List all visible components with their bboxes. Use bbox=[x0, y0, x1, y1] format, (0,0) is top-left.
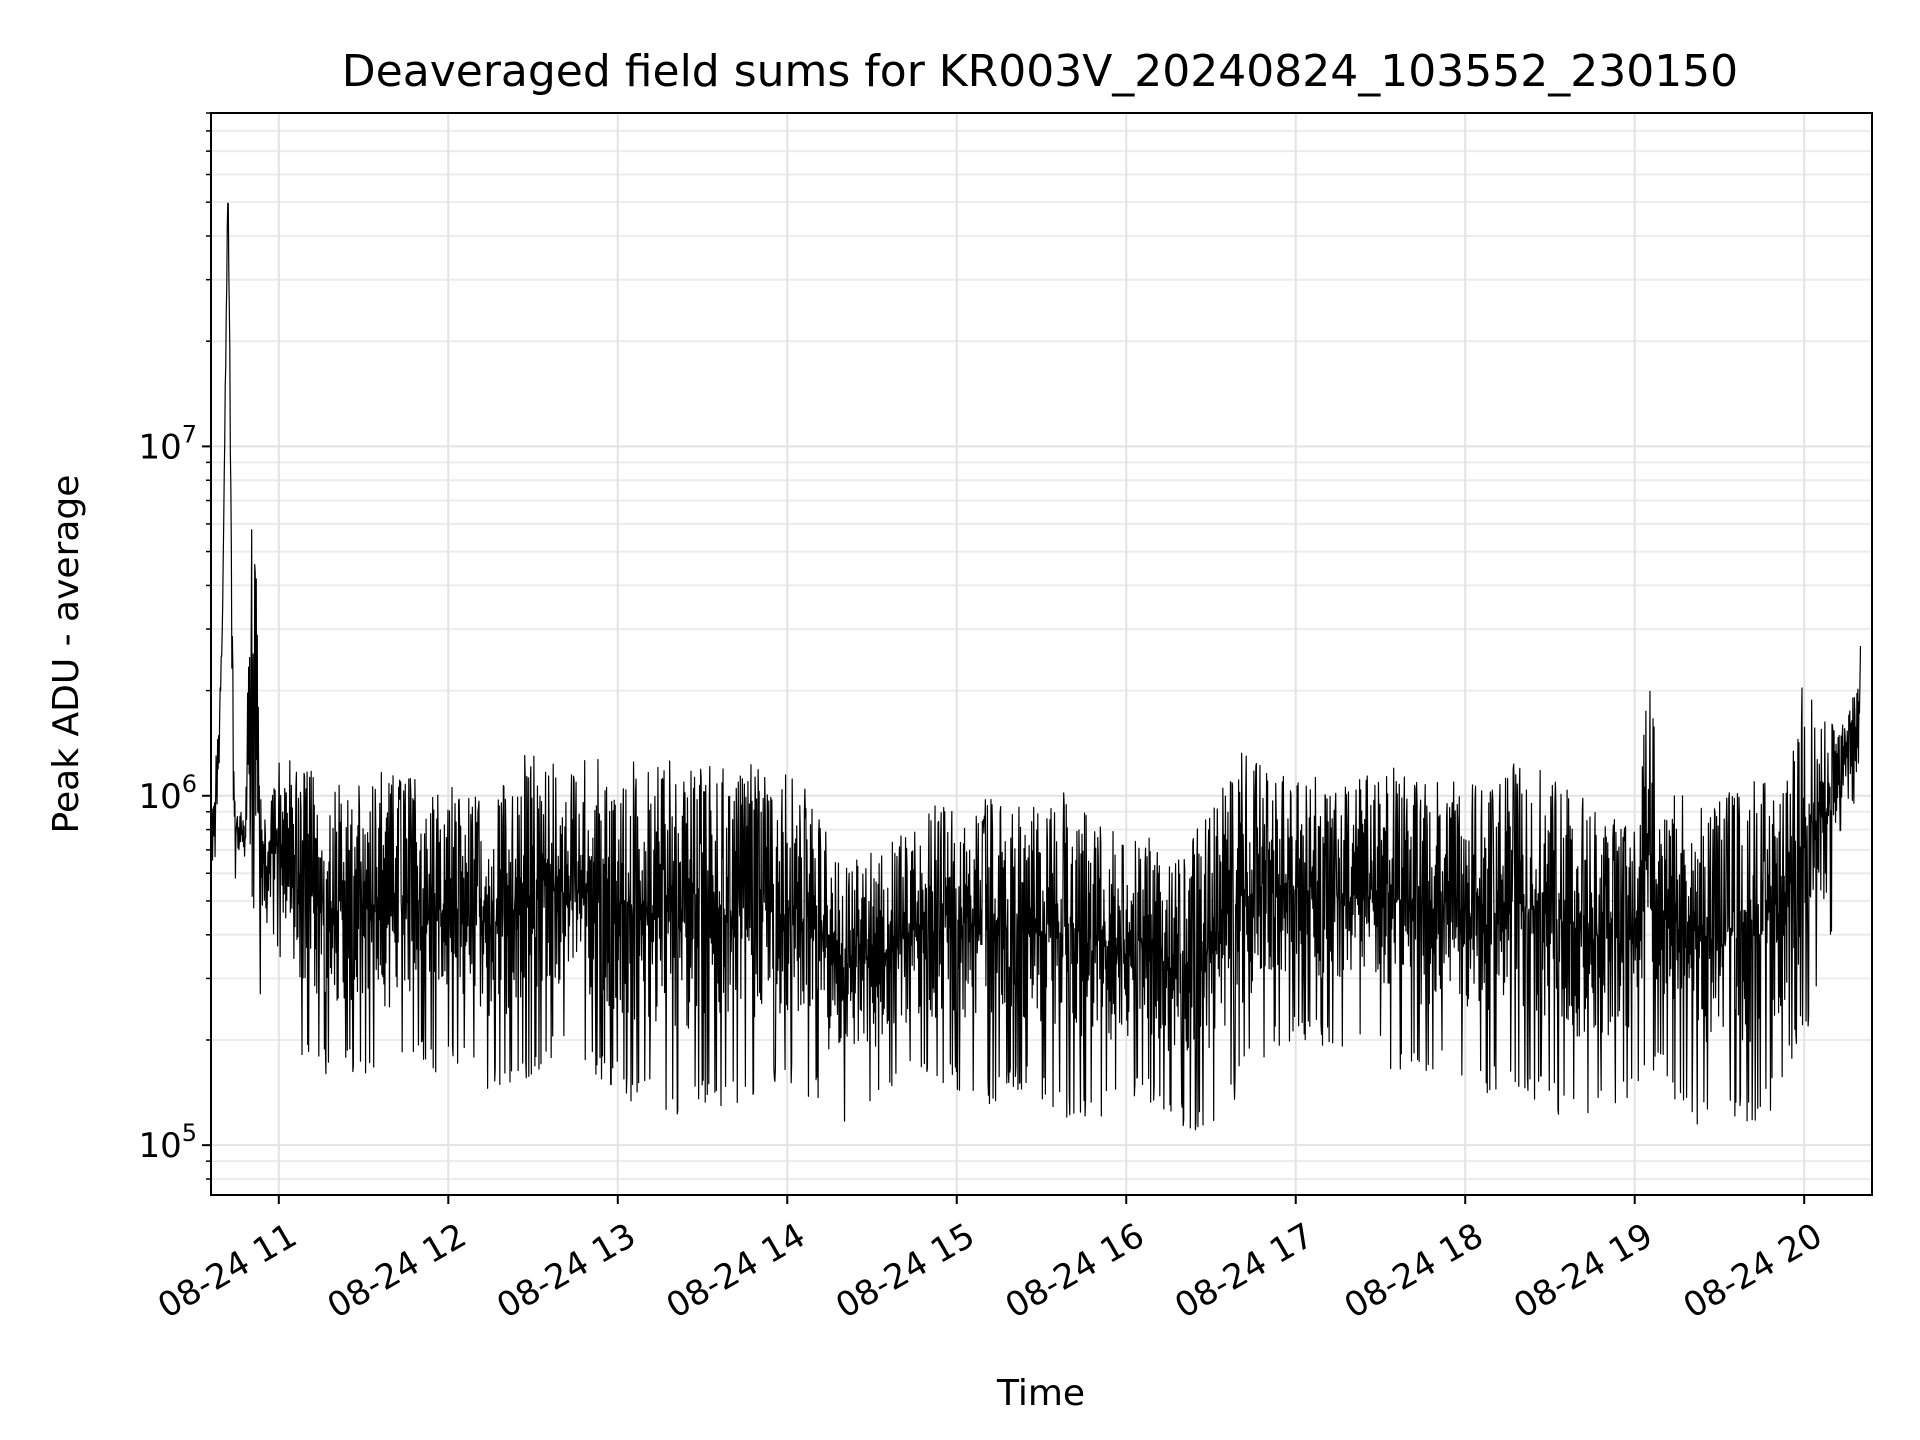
y-tick-label: 107 bbox=[138, 420, 197, 467]
x-tick-label: 08-24 15 bbox=[829, 1216, 981, 1327]
plot-frame bbox=[210, 112, 1873, 1196]
x-tick-label: 08-24 13 bbox=[490, 1216, 642, 1327]
x-tick-label: 08-24 19 bbox=[1507, 1216, 1659, 1327]
y-axis-label: Peak ADU - average bbox=[46, 475, 87, 834]
x-tick-label: 08-24 11 bbox=[151, 1216, 303, 1327]
y-tick-label: 105 bbox=[138, 1119, 197, 1166]
x-tick-label: 08-24 18 bbox=[1338, 1216, 1490, 1327]
series-line bbox=[210, 202, 1862, 1131]
x-tick-label: 08-24 17 bbox=[1168, 1216, 1320, 1327]
x-tick-label: 08-24 14 bbox=[660, 1216, 812, 1327]
x-axis-label: Time bbox=[996, 1373, 1085, 1414]
x-tick-label: 08-24 20 bbox=[1677, 1216, 1829, 1327]
y-tick-label: 106 bbox=[138, 770, 197, 817]
chart-title: Deaveraged field sums for KR003V_2024082… bbox=[342, 46, 1738, 97]
x-tick-label: 08-24 12 bbox=[321, 1216, 473, 1327]
x-tick-label: 08-24 16 bbox=[999, 1216, 1151, 1327]
